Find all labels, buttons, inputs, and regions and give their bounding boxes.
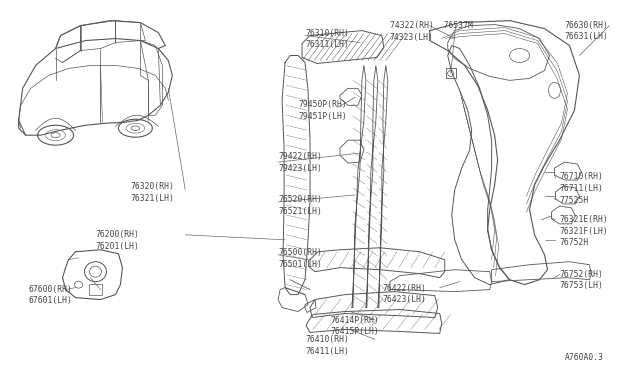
Text: 76410(RH)
76411(LH): 76410(RH) 76411(LH) xyxy=(305,336,349,356)
Text: 76520(RH)
76521(LH): 76520(RH) 76521(LH) xyxy=(278,195,322,216)
Text: 74322(RH)  76537M: 74322(RH) 76537M xyxy=(390,20,473,30)
Bar xyxy=(445,68,456,78)
Text: 79422(RH)
79423(LH): 79422(RH) 79423(LH) xyxy=(278,152,322,173)
Text: 79450P(RH)
79451P(LH): 79450P(RH) 79451P(LH) xyxy=(298,100,347,121)
Bar xyxy=(88,283,102,295)
Text: 76630(RH)
76631(LH): 76630(RH) 76631(LH) xyxy=(564,20,609,41)
Text: A760A0.3: A760A0.3 xyxy=(564,353,604,362)
Text: 74323(LH): 74323(LH) xyxy=(390,33,434,42)
Text: 76752H: 76752H xyxy=(559,238,589,247)
Text: 76200(RH)
76201(LH): 76200(RH) 76201(LH) xyxy=(95,230,140,251)
Text: 76500(RH)
76501(LH): 76500(RH) 76501(LH) xyxy=(278,248,322,269)
Text: 77525H: 77525H xyxy=(559,196,589,205)
Text: 76710(RH)
76711(LH): 76710(RH) 76711(LH) xyxy=(559,172,604,193)
Text: 76752(RH)
76753(LH): 76752(RH) 76753(LH) xyxy=(559,270,604,291)
Text: 76422(RH)
76423(LH): 76422(RH) 76423(LH) xyxy=(383,283,427,304)
Text: 76320(RH)
76321(LH): 76320(RH) 76321(LH) xyxy=(131,182,174,203)
Text: 76310(RH)
76311(LH): 76310(RH) 76311(LH) xyxy=(305,29,349,49)
Text: 67600(RH)
67601(LH): 67600(RH) 67601(LH) xyxy=(29,285,72,305)
Text: 76321E(RH)
76321F(LH): 76321E(RH) 76321F(LH) xyxy=(559,215,608,236)
Text: 76414P(RH)
76415P(LH): 76414P(RH) 76415P(LH) xyxy=(330,315,379,336)
